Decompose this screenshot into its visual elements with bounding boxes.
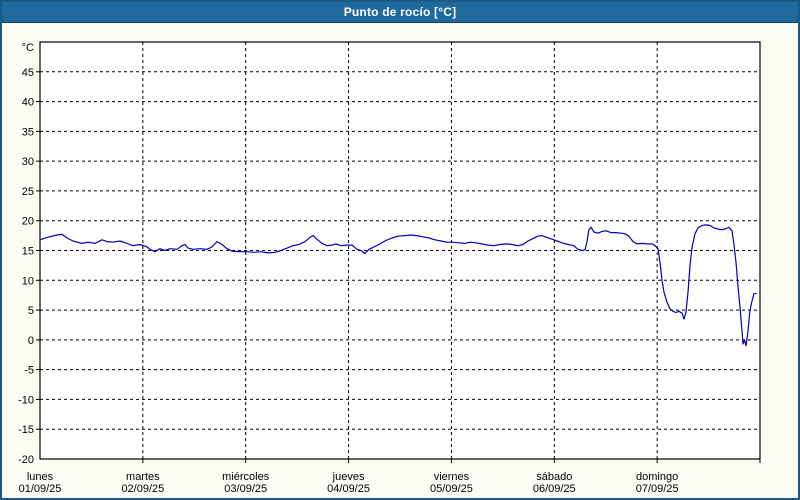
y-tick-label: 20 — [22, 216, 34, 228]
x-day-name: lunes — [27, 471, 54, 483]
x-day-date: 07/09/25 — [636, 483, 679, 495]
y-tick-label: 30 — [22, 156, 34, 168]
y-axis-unit-label: °C — [22, 42, 34, 54]
y-tick-label: 40 — [22, 97, 34, 109]
y-tick-label: -15 — [18, 424, 34, 436]
y-tick-label: 5 — [28, 305, 34, 317]
y-tick-label: 15 — [22, 246, 34, 258]
x-day-name: miércoles — [222, 471, 270, 483]
dewpoint-series-line — [39, 224, 757, 347]
x-day-name: domingo — [636, 471, 678, 483]
y-tick-label: -5 — [24, 365, 34, 377]
x-day-name: viernes — [434, 471, 470, 483]
y-tick-label: 35 — [22, 126, 34, 138]
chart-region: 45 40 35 30 25 20 15 10 5 0 -5 -10 -15 -20 °C lunes 01/0… — [2, 23, 798, 498]
x-day-name: jueves — [332, 471, 365, 483]
x-day-date: 06/09/25 — [533, 483, 576, 495]
x-day-name: sábado — [536, 471, 572, 483]
y-tick-label: -20 — [18, 454, 34, 466]
plot-frame — [39, 41, 761, 460]
x-day-date: 03/09/25 — [224, 483, 267, 495]
chart-title-bar: Punto de rocío [°C] — [2, 2, 798, 23]
x-day-name: martes — [126, 471, 160, 483]
x-day-date: 05/09/25 — [430, 483, 473, 495]
y-tick-label: -10 — [18, 394, 34, 406]
y-tick-label: 25 — [22, 186, 34, 198]
y-tick-label: 0 — [28, 335, 34, 347]
y-tick-label: 10 — [22, 275, 34, 287]
y-tick-label: 45 — [22, 67, 34, 79]
x-day-date: 02/09/25 — [121, 483, 164, 495]
x-day-date: 01/09/25 — [19, 483, 62, 495]
dewpoint-chart: 45 40 35 30 25 20 15 10 5 0 -5 -10 -15 -20 °C lunes01/0… — [18, 41, 761, 495]
x-day-date: 04/09/25 — [327, 483, 370, 495]
chart-title: Punto de rocío [°C] — [343, 5, 457, 19]
